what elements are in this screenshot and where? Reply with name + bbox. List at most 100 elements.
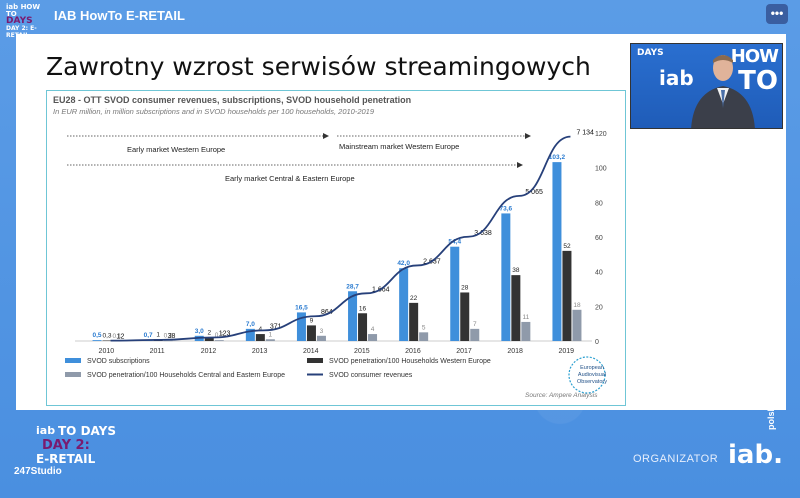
legend-entry: SVOD consumer revenues xyxy=(329,372,413,379)
revenue-data-label: 864 xyxy=(321,309,333,316)
revenue-data-label: 5 065 xyxy=(525,189,543,196)
revenue-data-label: 38 xyxy=(168,333,176,340)
legend-swatch xyxy=(65,358,81,363)
app-title: IAB HowTo E-RETAIL xyxy=(54,8,185,23)
legend-entry: SVOD penetration/100 Households Western … xyxy=(329,358,491,365)
bar-penetration-western xyxy=(306,325,316,341)
observatory-badge-text: Observatory xyxy=(577,379,607,385)
observatory-badge-text: European xyxy=(580,365,604,371)
right-axis-tick: 60 xyxy=(595,235,603,242)
bar-penetration-cee xyxy=(470,328,480,341)
chart-title: EU28 - OTT SVOD consumer revenues, subsc… xyxy=(53,95,411,105)
bar-penetration-western xyxy=(562,250,572,341)
bar-data-label: 3 xyxy=(320,328,324,335)
observatory-badge-ring xyxy=(568,356,606,394)
bar-penetration-cee xyxy=(163,340,173,342)
bar-data-label: 54,4 xyxy=(448,239,461,246)
studio-label: 247Studio xyxy=(14,466,62,477)
bar-penetration-western xyxy=(204,337,214,341)
bar-penetration-western xyxy=(511,275,521,341)
annotation-early-cee: Early market Central & Eastern Europe xyxy=(225,174,355,183)
bar-data-label: 3,0 xyxy=(195,328,204,335)
bar-data-label: 103,2 xyxy=(549,154,566,161)
bar-penetration-cee xyxy=(368,334,378,341)
x-tick-label: 2016 xyxy=(405,348,421,355)
right-axis-tick: 80 xyxy=(595,200,603,207)
bar-data-label: 52 xyxy=(563,243,571,250)
bar-penetration-cee xyxy=(214,340,224,341)
webcam-brand: DAYS xyxy=(637,48,664,58)
right-axis-tick: 40 xyxy=(595,270,603,277)
bar-data-label: 0,3 xyxy=(103,332,112,339)
bar-penetration-western xyxy=(460,292,470,341)
bar-subscriptions xyxy=(296,312,306,341)
x-tick-label: 2017 xyxy=(456,348,472,355)
bar-data-label: 22 xyxy=(410,295,418,302)
event-logo-bottom: iab TO DAYS DAY 2: E-RETAIL xyxy=(28,424,138,468)
bar-data-label: 7,0 xyxy=(246,321,255,328)
bar-data-label: 42,0 xyxy=(397,260,410,267)
bar-subscriptions xyxy=(501,213,511,341)
bar-data-label: 38 xyxy=(512,267,520,274)
bar-data-label: 28 xyxy=(461,284,469,291)
bar-data-label: 0,2 xyxy=(164,333,173,340)
revenue-data-label: 371 xyxy=(270,323,282,330)
top-bar: iab HOW TO DAYS DAY 2: E-RETAIL IAB HowT… xyxy=(0,0,800,40)
chart-container: EU28 - OTT SVOD consumer revenues, subsc… xyxy=(46,90,626,406)
bar-data-label: 0,1 xyxy=(113,333,122,340)
bar-penetration-western xyxy=(409,302,419,341)
bar-subscriptions xyxy=(348,291,358,341)
revenue-data-label: 12 xyxy=(117,334,125,341)
bar-data-label: 1 xyxy=(269,331,273,338)
slide-title: Zawrotny wzrost serwisów streamingowych xyxy=(46,52,591,81)
bar-penetration-cee xyxy=(521,321,531,341)
revenue-line xyxy=(110,135,571,342)
right-axis-tick: 120 xyxy=(595,131,607,138)
bar-penetration-western xyxy=(255,334,265,341)
x-tick-label: 2015 xyxy=(354,348,370,355)
bar-data-label: 28,7 xyxy=(346,283,359,290)
bar-data-label: 2 xyxy=(207,330,211,337)
speaker-figure xyxy=(691,55,755,128)
polska-label: polska xyxy=(766,401,776,430)
bar-data-label: 9 xyxy=(310,317,314,324)
bar-data-label: 0,5 xyxy=(93,332,102,339)
bar-penetration-western xyxy=(102,340,112,341)
legend-entry: SVOD penetration/100 Households Central … xyxy=(87,372,285,379)
bar-subscriptions xyxy=(552,162,562,341)
bar-data-label: 1 xyxy=(156,331,160,338)
bar-data-label: 16,5 xyxy=(295,304,308,311)
right-axis-tick: 100 xyxy=(595,166,607,173)
organizer-label: ORGANIZATOR xyxy=(633,453,719,465)
bar-data-label: 11 xyxy=(522,314,529,321)
bar-data-label: 4 xyxy=(371,326,375,333)
iab-logo: iab. xyxy=(728,440,783,470)
event-logo-top: iab HOW TO xyxy=(6,3,41,18)
annotation-early-western: Early market Western Europe xyxy=(127,145,225,154)
event-logo: iab HOW TO DAYS DAY 2: E-RETAIL xyxy=(6,3,44,40)
bar-penetration-cee xyxy=(265,339,275,341)
bar-penetration-cee xyxy=(316,335,326,341)
bar-subscriptions xyxy=(450,246,460,341)
bar-penetration-cee xyxy=(572,309,582,341)
legend-swatch xyxy=(307,358,323,363)
bar-penetration-cee xyxy=(419,332,429,341)
annotation-arrowhead xyxy=(517,162,523,168)
x-tick-label: 2011 xyxy=(150,348,165,355)
more-horizontal-icon: ••• xyxy=(770,6,784,20)
webcam-how: HOW xyxy=(730,46,779,67)
revenue-data-label: 3 638 xyxy=(474,230,492,237)
speaker-webcam: DAYS HOW iab TO xyxy=(630,43,783,129)
more-options-button[interactable]: ••• xyxy=(766,4,788,24)
bar-subscriptions xyxy=(92,340,102,341)
presentation-slide: Zawrotny wzrost serwisów streamingowych … xyxy=(16,34,786,410)
annotation-arrowhead xyxy=(525,133,531,139)
observatory-badge-text: Audiovisual xyxy=(578,372,606,378)
event-logo-days: DAYS xyxy=(6,16,33,26)
bar-subscriptions xyxy=(399,268,409,341)
webcam-iab: iab xyxy=(659,66,694,90)
bottom-logo-day: DAY 2: xyxy=(42,438,90,453)
x-tick-label: 2014 xyxy=(303,348,319,355)
right-axis-tick: 20 xyxy=(595,304,603,311)
annotation-mainstream-western: Mainstream market Western Europe xyxy=(339,142,459,151)
